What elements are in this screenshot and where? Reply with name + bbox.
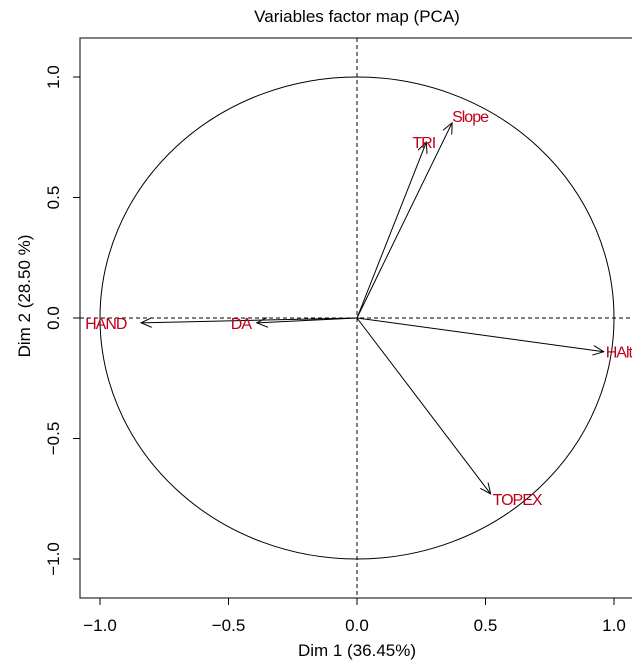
variable-label-slope: Slope [452, 109, 489, 126]
y-axis: −1.0 −0.5 0.0 0.5 1.0 [44, 65, 81, 576]
plot-area: TRI Slope HAND DA HAlt TOPEX [80, 38, 632, 598]
arrow-topex [356, 317, 491, 494]
arrow-slope [356, 123, 452, 319]
chart-title: Variables factor map (PCA) [254, 7, 460, 26]
x-tick-label: 0.0 [345, 616, 369, 635]
x-axis: −1.0 −0.5 0.0 0.5 1.0 [83, 597, 626, 635]
arrow-tri [356, 142, 426, 319]
variable-label-halt: HAlt [606, 345, 632, 362]
y-axis-title: Dim 2 (28.50 %) [15, 235, 34, 358]
variable-label-hand: HAND [85, 316, 127, 333]
y-tick-label: −1.0 [44, 542, 63, 576]
y-tick-label: 0.5 [44, 186, 63, 210]
arrow-da [257, 318, 358, 323]
variable-label-tri: TRI [412, 135, 435, 152]
y-tick-label: 0.0 [44, 306, 63, 330]
x-tick-label: 0.5 [474, 616, 498, 635]
x-axis-title: Dim 1 (36.45%) [298, 641, 416, 660]
x-tick-label: −1.0 [83, 616, 117, 635]
arrow-hand [141, 317, 358, 323]
x-tick-label: 1.0 [602, 616, 626, 635]
variable-label-topex: TOPEX [493, 492, 543, 509]
variable-label-da: DA [231, 316, 253, 333]
arrow-halt [356, 317, 604, 352]
x-tick-label: −0.5 [212, 616, 246, 635]
y-tick-label: −0.5 [44, 422, 63, 456]
y-tick-label: 1.0 [44, 65, 63, 89]
